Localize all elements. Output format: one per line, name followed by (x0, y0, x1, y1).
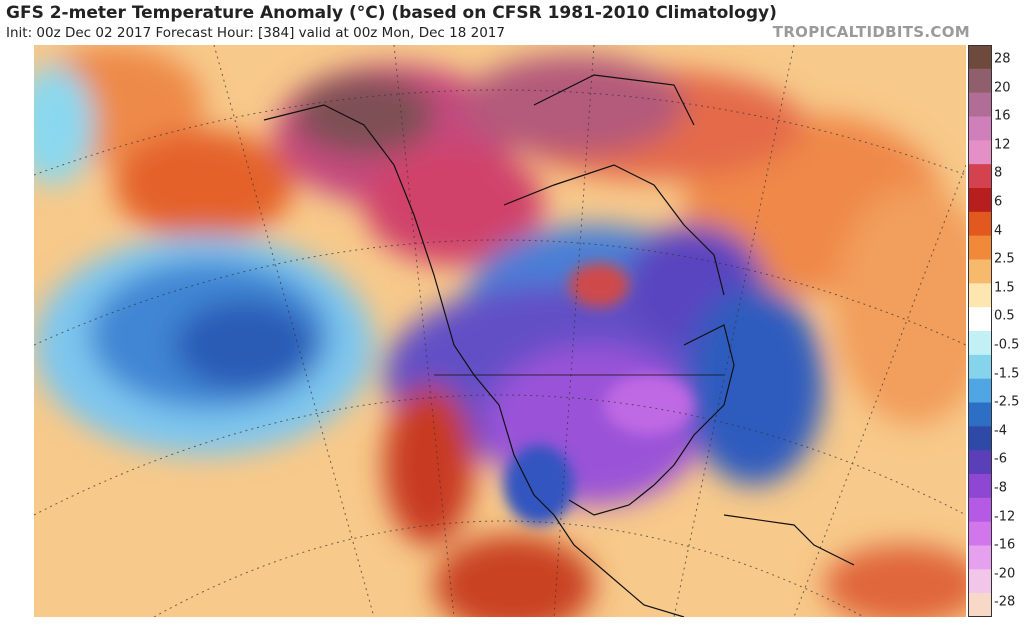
colorbar-label: -20 (994, 566, 1016, 582)
colorbar-label: 16 (994, 108, 1011, 124)
colorbar-swatch (968, 378, 992, 403)
colorbar-label: -2.5 (994, 394, 1020, 410)
colorbar-swatch (968, 521, 992, 546)
colorbar-swatch (968, 497, 992, 523)
colorbar-label: -28 (994, 594, 1016, 610)
site-credit: TROPICALTIDBITS.COM (772, 23, 970, 41)
colorbar-label: 1.5 (994, 280, 1015, 296)
colorbar-label: 20 (994, 80, 1011, 96)
colorbar-swatch (968, 402, 992, 427)
colorbar-swatch (968, 474, 992, 499)
colorbar-swatch (968, 426, 992, 451)
colorbar-swatch (968, 545, 992, 570)
colorbar-label: 2.5 (994, 251, 1015, 267)
colorbar-label: 12 (994, 137, 1011, 153)
colorbar-swatch (968, 164, 992, 189)
colorbar-swatch (968, 45, 992, 70)
colorbar-swatch (968, 259, 992, 284)
colorbar-swatch (968, 188, 992, 213)
colorbar-swatch (968, 307, 992, 332)
colorbar-label: 28 (994, 51, 1011, 67)
colorbar-swatch (968, 68, 992, 94)
colorbar-label: -4 (994, 423, 1007, 439)
colorbar-label: -12 (994, 509, 1016, 525)
anomaly-map (34, 45, 966, 617)
colorbar-label: 4 (994, 223, 1003, 239)
colorbar-swatch (968, 331, 992, 356)
colorbar-labels: 28 20 16 12 8 6 4 2.5 1.5 0.5 -0.5 -1.5 -2.5 -4 -6 -8 -1… (994, 45, 1024, 617)
colorbar-swatch (968, 116, 992, 141)
colorbar (968, 45, 992, 617)
colorbar-swatch (968, 569, 992, 594)
map-subtitle: Init: 00z Dec 02 2017 Forecast Hour: [38… (6, 25, 505, 41)
colorbar-label: -6 (994, 451, 1007, 467)
colorbar-label: 6 (994, 194, 1003, 210)
colorbar-swatch (968, 283, 992, 308)
colorbar-swatch (968, 593, 992, 617)
colorbar-label: 8 (994, 165, 1003, 181)
colorbar-swatch (968, 92, 992, 117)
colorbar-label: -8 (994, 480, 1007, 496)
colorbar-swatch (968, 354, 992, 380)
colorbar-label: -1.5 (994, 366, 1020, 382)
colorbar-label: 0.5 (994, 308, 1015, 324)
map-title: GFS 2-meter Temperature Anomaly (°C) (ba… (6, 3, 777, 23)
colorbar-swatch (968, 140, 992, 165)
colorbar-swatch (968, 211, 992, 237)
colorbar-swatch (968, 235, 992, 260)
colorbar-swatch (968, 450, 992, 475)
colorbar-label: -16 (994, 537, 1016, 553)
colorbar-label: -0.5 (994, 337, 1020, 353)
